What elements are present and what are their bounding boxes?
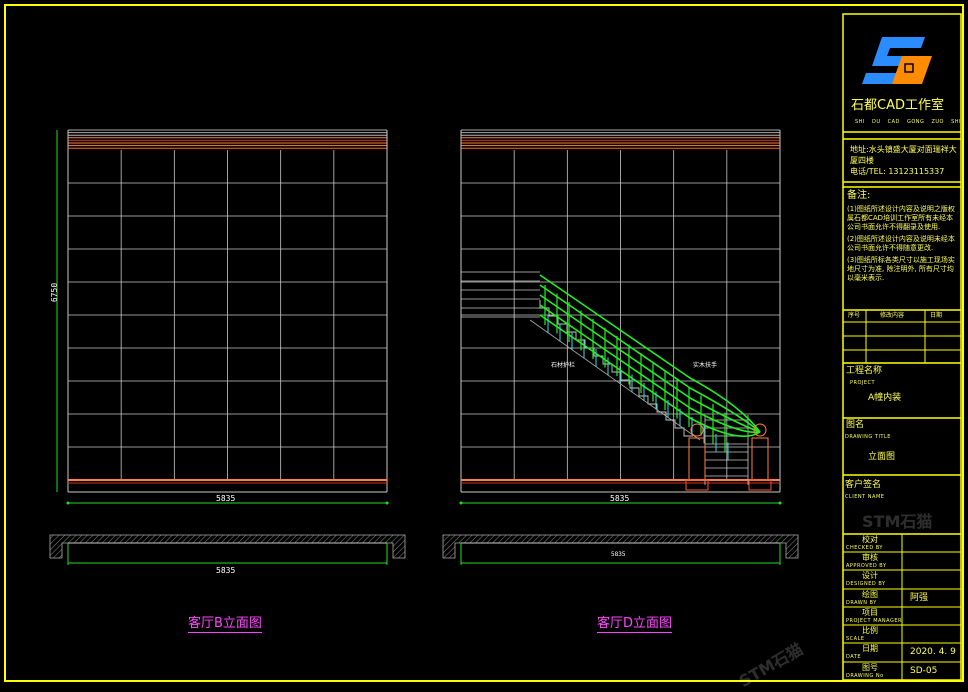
staircase	[461, 271, 772, 491]
rev-header-content: 修改内容	[880, 312, 905, 319]
sign-label: 审核	[862, 553, 878, 562]
handrail	[539, 314, 761, 438]
drawing-title-d: 客厅D立面图	[597, 612, 673, 633]
sign-label: 绘图	[862, 590, 878, 599]
company-name: 石都CAD工作室	[851, 98, 944, 113]
company-pinyin: SHI DU CAD GONG ZUO SHI	[855, 119, 961, 125]
handrail	[539, 304, 761, 434]
wall-section-hatch	[442, 534, 799, 559]
sign-label-en: APPROVED BY	[846, 563, 887, 569]
phone-text: 电话/TEL: 13123115337	[850, 167, 945, 176]
stair-stringer	[529, 319, 701, 441]
handrail	[539, 294, 761, 433]
notes-block: 备注: (1)图纸所述设计内容及说明之版权属石都CAD培训工作室所有未经本公司书…	[847, 190, 960, 286]
plan-dimension-left: 5835	[216, 566, 236, 575]
dimension-tick	[66, 501, 70, 505]
drawing-title-label-en: DRAWING TITLE	[845, 434, 891, 440]
rev-header-no: 序号	[848, 312, 861, 319]
sign-label-en: DESIGNED BY	[846, 581, 886, 587]
project-label-en: PROJECT	[850, 380, 876, 386]
sign-label-en: CHECKED BY	[846, 545, 883, 551]
note-item: (1)图纸所述设计内容及说明之版权属石都CAD培训工作室所有未经本公司书面允许不…	[847, 205, 955, 231]
sign-value: SD-05	[910, 666, 938, 676]
sign-label: 项目	[862, 608, 878, 617]
newel-base	[748, 479, 772, 491]
height-dimension-left: 6750	[50, 282, 60, 303]
sign-value: 阿强	[910, 593, 929, 603]
project-value: A幢内装	[868, 393, 902, 403]
stone-rail-label: 石材护栏	[551, 362, 576, 369]
note-item: (3)图纸所标各类尺寸以施工现场实地尺寸为准, 除注明外, 所有尺寸均以毫米表示…	[847, 256, 955, 282]
sign-label-en: PROJECT MANAGER	[846, 618, 903, 624]
sign-label-en: DRAWING No	[846, 673, 884, 679]
plan-sections	[49, 534, 799, 565]
sign-label-en: DRAWN BY	[846, 600, 877, 606]
elevation-b	[56, 129, 389, 505]
plan-dimension-right: 5835	[611, 551, 626, 558]
dimension-tick	[459, 501, 463, 505]
watermark: STM石猫	[862, 512, 933, 531]
sd-logo	[862, 37, 932, 84]
handrail	[539, 274, 761, 433]
wall-section-hatch	[49, 534, 406, 559]
dimension-tick	[778, 501, 782, 505]
drawing-border	[4, 4, 964, 682]
dimension-tick	[385, 501, 389, 505]
title-block-lines	[842, 13, 962, 681]
stair-steps	[539, 300, 693, 437]
drawing-title-value: 立面图	[868, 452, 896, 462]
address-block: 地址:水头镇盛大厦对面瑞祥大厦四楼 电话/TEL: 13123115337	[850, 144, 960, 177]
sign-label: 比例	[862, 626, 878, 635]
client-label: 客户签名	[845, 480, 882, 490]
client-label-en: CLIENT NAME	[845, 494, 885, 500]
newel-post	[688, 437, 706, 481]
project-label: 工程名称	[846, 366, 883, 376]
sign-label-en: SCALE	[846, 636, 865, 642]
sign-label: 日期	[862, 644, 878, 653]
drawing-title-label: 图名	[846, 420, 865, 430]
rev-header-date: 日期	[930, 312, 943, 319]
drawing-title-b: 客厅B立面图	[188, 612, 262, 633]
handrail-label: 实木扶手	[693, 362, 718, 369]
address-text: 地址:水头镇盛大厦对面瑞祥大厦四楼	[850, 145, 957, 165]
note-item: (2)图纸所述设计内容及说明未经本公司书面允许不得随意更改.	[847, 235, 955, 252]
sign-label: 设计	[862, 571, 878, 580]
newel-post	[751, 437, 769, 481]
newel-base	[685, 479, 709, 491]
newel-ball	[753, 423, 767, 437]
notes-heading: 备注:	[847, 190, 871, 201]
sign-value: 2020. 4. 9	[910, 647, 956, 657]
sign-label: 校对	[862, 535, 878, 544]
width-dimension-right: 5835	[610, 494, 630, 503]
width-dimension-left: 5835	[216, 494, 236, 503]
sign-label-en: DATE	[846, 654, 862, 660]
elevation-d	[459, 129, 782, 505]
newel-ball	[690, 423, 704, 437]
sign-label: 图号	[862, 663, 878, 672]
